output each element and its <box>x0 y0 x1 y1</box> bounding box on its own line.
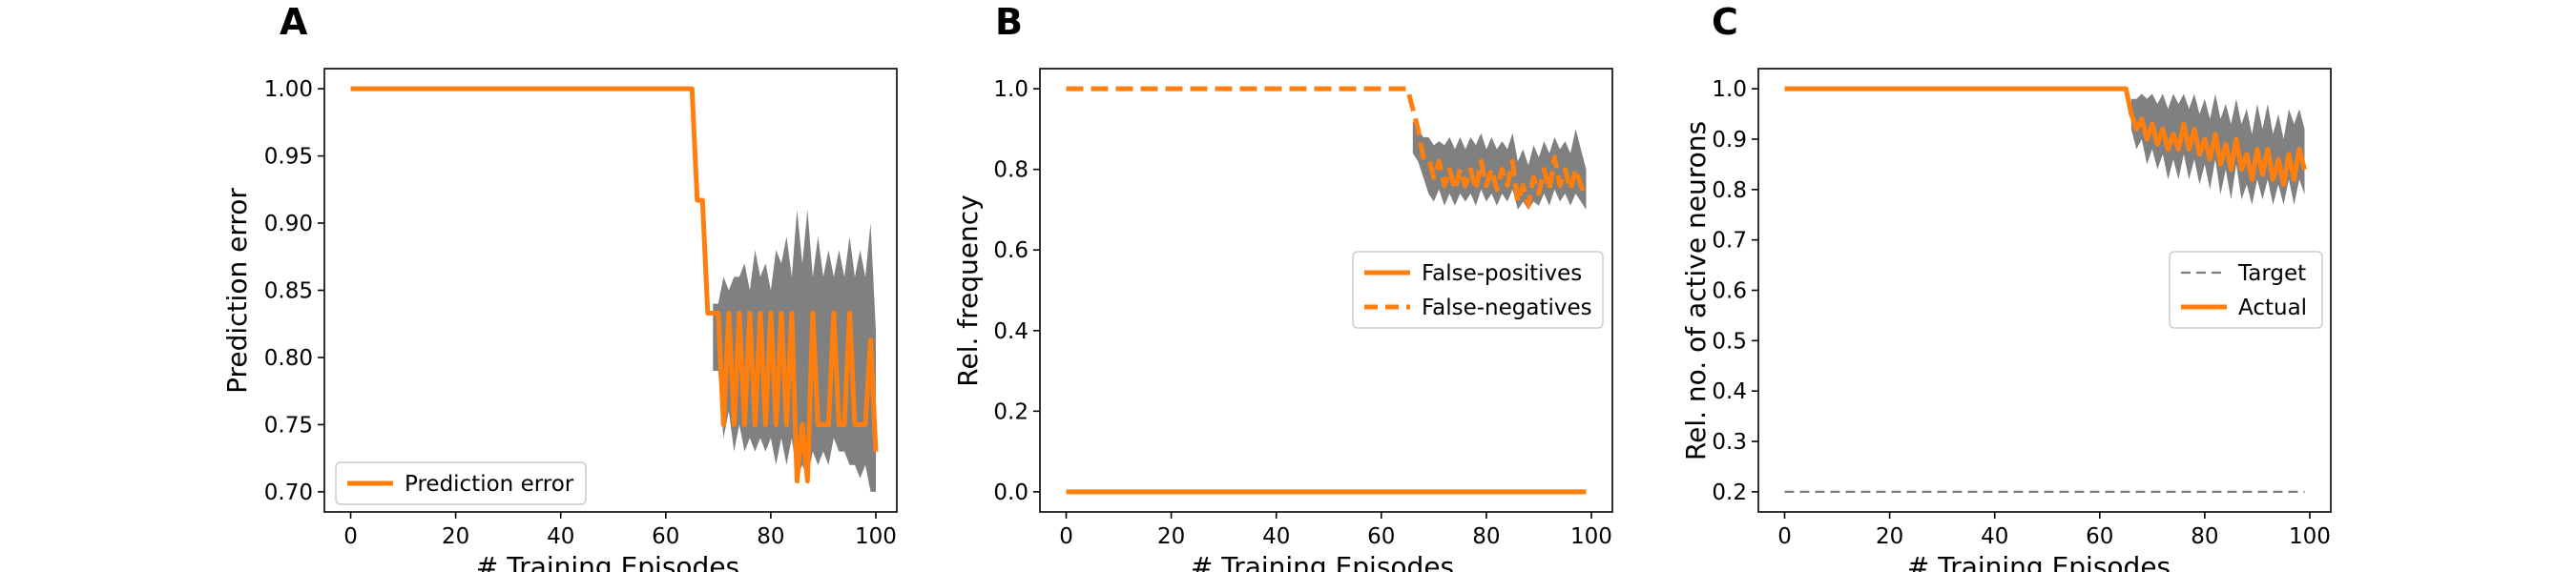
panel-a-xlabel: # Training Episodes <box>476 551 739 572</box>
panel-b: B Rel. frequency # Training Episodes 0 20… <box>952 1 1613 572</box>
panel-c-xtick-label-60: 60 <box>2086 524 2113 549</box>
panel-a-plot <box>350 86 879 492</box>
panel-c-xtick-label-20: 20 <box>1876 524 1903 549</box>
panel-c-ytick-label-5: 0.7 <box>1712 229 1747 254</box>
panel-b-ticks: 0 20 40 60 80 100 0.0 0.2 0.4 0.6 0.8 1.0 <box>993 77 1612 549</box>
panel-a-ytick-label-0: 0.70 <box>264 480 313 505</box>
panel-a-xtick-label-60: 60 <box>652 524 679 549</box>
panel-b-legend-label-1: False-negatives <box>1422 296 1592 320</box>
panel-a-xtick-label-0: 0 <box>343 524 358 549</box>
panel-c-ytick-label-7: 0.9 <box>1712 128 1747 153</box>
panel-a-ytick-label-2: 0.80 <box>264 346 313 371</box>
panel-a-ticks: 0 20 40 60 80 100 0.70 0.75 0.80 0.85 0.90 0.95 1.00 <box>264 77 897 549</box>
panel-c-axes-frame <box>1757 68 2332 513</box>
panel-b-xtick-label-100: 100 <box>1570 524 1612 549</box>
panel-b-ylabel: Rel. frequency <box>952 194 984 386</box>
panel-b-ytick-label-2: 0.4 <box>993 319 1028 344</box>
panel-a: A Prediction error # Training Episodes 0… <box>221 1 898 572</box>
panel-a-ytick-label-1: 0.75 <box>264 413 313 438</box>
panel-b-ytick-label-3: 0.6 <box>993 238 1028 263</box>
panel-c-ytick-label-0: 0.2 <box>1712 480 1747 505</box>
panel-b-ytick-label-1: 0.2 <box>993 399 1028 424</box>
panel-b-axes-frame <box>1039 68 1613 513</box>
panel-a-legend-box <box>335 461 587 505</box>
panel-c-legend-label-1: Actual <box>2238 296 2307 320</box>
panel-c-letter: C <box>1712 1 1738 43</box>
panel-a-legend: Prediction error <box>335 461 587 505</box>
panel-c-ytick-label-3: 0.5 <box>1712 329 1747 354</box>
panel-c-xtick-label-0: 0 <box>1777 524 1792 549</box>
panel-b-xtick-label-60: 60 <box>1367 524 1395 549</box>
panel-a-ytick-label-3: 0.85 <box>264 279 313 304</box>
panel-c-legend-label-0: Target <box>2237 261 2306 286</box>
panel-c-ytick-label-6: 0.8 <box>1712 178 1747 203</box>
panel-c-xlabel: # Training Episodes <box>1907 551 2171 572</box>
panel-b-std-band <box>1412 121 1587 210</box>
panel-c-ytick-label-1: 0.3 <box>1712 430 1747 455</box>
panel-b-xlabel: # Training Episodes <box>1191 551 1454 572</box>
panel-a-xtick-label-40: 40 <box>547 524 574 549</box>
panel-c-ytick-label-4: 0.6 <box>1712 279 1747 304</box>
panel-a-ytick-label-5: 0.95 <box>264 145 313 170</box>
panel-b-legend-label-0: False-positives <box>1422 261 1582 286</box>
panel-a-series-0-line <box>350 86 879 484</box>
panel-a-xtick-label-80: 80 <box>757 524 784 549</box>
panel-c-legend: Target Actual <box>2169 251 2323 329</box>
panel-a-ylabel: Prediction error <box>221 188 253 394</box>
panel-c-xtick-label-100: 100 <box>2289 524 2331 549</box>
panel-b-xtick-label-0: 0 <box>1059 524 1073 549</box>
panel-b-xtick-label-20: 20 <box>1157 524 1185 549</box>
panel-b-series-1-line <box>1066 86 1589 209</box>
panel-b-legend: False-positives False-negatives <box>1352 251 1604 329</box>
panel-c-plot <box>1784 86 2307 494</box>
panel-a-ytick-label-4: 0.90 <box>264 212 313 236</box>
panel-c-xtick-label-80: 80 <box>2191 524 2218 549</box>
panel-a-ytick-label-6: 1.00 <box>264 77 313 102</box>
panel-a-legend-label-0: Prediction error <box>405 472 574 497</box>
panel-b-ytick-label-5: 1.0 <box>993 77 1028 102</box>
panel-c: C Rel. no. of active neurons # Training … <box>1680 1 2332 572</box>
panel-c-xtick-label-40: 40 <box>1981 524 2008 549</box>
panel-b-ytick-label-4: 0.8 <box>993 158 1028 183</box>
panel-b-letter: B <box>995 1 1023 43</box>
panel-c-series-1-line <box>1784 86 2307 187</box>
panel-a-axes-frame <box>323 68 898 513</box>
panel-c-ticks: 0 20 40 60 80 100 0.2 0.3 0.4 0.5 0.6 0.7 0.8 0.9 1.0 <box>1712 77 2331 549</box>
panel-c-ylabel: Rel. no. of active neurons <box>1680 121 1712 460</box>
panel-b-plot <box>1066 86 1589 495</box>
panel-a-letter: A <box>280 1 308 43</box>
panel-c-ytick-label-8: 1.0 <box>1712 77 1747 102</box>
panel-a-xtick-label-20: 20 <box>442 524 469 549</box>
panel-c-ytick-label-2: 0.4 <box>1712 379 1747 404</box>
panel-b-xtick-label-80: 80 <box>1472 524 1500 549</box>
panel-a-xtick-label-100: 100 <box>855 524 897 549</box>
panel-b-xtick-label-40: 40 <box>1262 524 1290 549</box>
panel-b-ytick-label-0: 0.0 <box>993 480 1028 505</box>
panel-b-legend-box <box>1352 251 1604 329</box>
